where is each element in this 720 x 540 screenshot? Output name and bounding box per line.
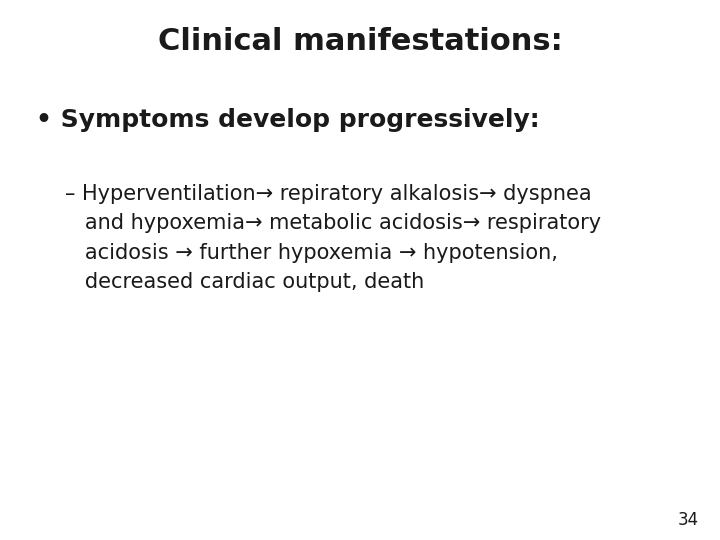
Text: Clinical manifestations:: Clinical manifestations:	[158, 27, 562, 56]
Text: 34: 34	[678, 511, 698, 529]
Text: – Hyperventilation→ repiratory alkalosis→ dyspnea
   and hypoxemia→ metabolic ac: – Hyperventilation→ repiratory alkalosis…	[65, 184, 601, 292]
Text: • Symptoms develop progressively:: • Symptoms develop progressively:	[36, 108, 539, 132]
